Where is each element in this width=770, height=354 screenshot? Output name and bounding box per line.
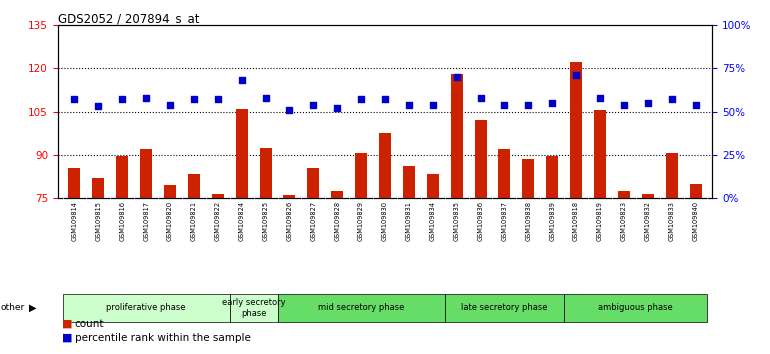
Bar [229,294,277,322]
Text: GSM109832: GSM109832 [644,201,651,241]
Bar [618,191,630,198]
Point [618,102,630,107]
Text: GSM109839: GSM109839 [549,201,555,241]
Text: GSM109821: GSM109821 [191,201,197,241]
Text: GSM109818: GSM109818 [573,201,579,241]
Point [522,102,534,107]
Text: GSM109824: GSM109824 [239,201,245,241]
Bar [450,74,463,198]
Point [164,102,176,107]
Bar [307,168,320,198]
Point [403,102,415,107]
Point [307,102,320,107]
Point [665,97,678,102]
Bar [277,294,445,322]
Point [546,100,558,105]
Bar [116,156,129,198]
Text: proliferative phase: proliferative phase [106,303,186,313]
Point [689,102,701,107]
Bar [188,174,200,198]
Text: GSM109817: GSM109817 [143,201,149,241]
Text: GSM109822: GSM109822 [215,201,221,241]
Text: GSM109840: GSM109840 [692,201,698,241]
Text: GSM109831: GSM109831 [406,201,412,241]
Text: ambiguous phase: ambiguous phase [598,303,673,313]
Bar [283,195,296,198]
Point [427,102,439,107]
Bar [62,294,229,322]
Text: GSM109823: GSM109823 [621,201,627,241]
Text: GSM109819: GSM109819 [597,201,603,241]
Bar [564,294,708,322]
Point [474,95,487,101]
Bar [546,156,558,198]
Bar [236,109,248,198]
Bar [403,166,415,198]
Text: GSM109828: GSM109828 [334,201,340,241]
Text: GSM109838: GSM109838 [525,201,531,241]
Text: other: other [1,303,25,313]
Bar [259,148,272,198]
Bar [641,194,654,198]
Text: GSM109835: GSM109835 [454,201,460,241]
Text: GSM109829: GSM109829 [358,201,364,241]
Text: ■: ■ [62,333,72,343]
Bar [69,168,80,198]
Bar [164,185,176,198]
Point [331,105,343,111]
Text: GSM109815: GSM109815 [95,201,102,241]
Text: GDS2052 / 207894_s_at: GDS2052 / 207894_s_at [58,12,199,25]
Point [641,100,654,105]
Bar [474,120,487,198]
Point [379,97,391,102]
Point [570,72,582,78]
Bar [498,149,511,198]
Text: GSM109814: GSM109814 [72,201,78,241]
Text: late secretory phase: late secretory phase [461,303,547,313]
Bar [379,133,391,198]
Bar [445,294,564,322]
Text: mid secretory phase: mid secretory phase [318,303,404,313]
Text: ■: ■ [62,319,72,329]
Text: GSM109827: GSM109827 [310,201,316,241]
Text: GSM109836: GSM109836 [477,201,484,241]
Text: ▶: ▶ [29,303,37,313]
Point [212,97,224,102]
Text: GSM109830: GSM109830 [382,201,388,241]
Text: GSM109816: GSM109816 [119,201,126,241]
Point [116,97,129,102]
Text: percentile rank within the sample: percentile rank within the sample [75,333,250,343]
Point [69,97,81,102]
Bar [690,184,701,198]
Bar [427,174,439,198]
Point [188,97,200,102]
Point [283,107,296,113]
Text: GSM109833: GSM109833 [668,201,675,241]
Point [355,97,367,102]
Point [236,78,248,83]
Bar [355,153,367,198]
Bar [92,178,104,198]
Bar [212,194,224,198]
Text: GSM109820: GSM109820 [167,201,173,241]
Bar [140,149,152,198]
Point [450,74,463,80]
Point [140,95,152,101]
Point [594,95,606,101]
Point [92,103,105,109]
Point [259,95,272,101]
Bar [594,110,606,198]
Bar [331,191,343,198]
Bar [522,159,534,198]
Point [498,102,511,107]
Text: count: count [75,319,104,329]
Text: GSM109825: GSM109825 [263,201,269,241]
Text: GSM109837: GSM109837 [501,201,507,241]
Text: GSM109834: GSM109834 [430,201,436,241]
Text: GSM109826: GSM109826 [286,201,293,241]
Bar [666,153,678,198]
Text: early secretory
phase: early secretory phase [222,298,286,318]
Bar [570,62,582,198]
